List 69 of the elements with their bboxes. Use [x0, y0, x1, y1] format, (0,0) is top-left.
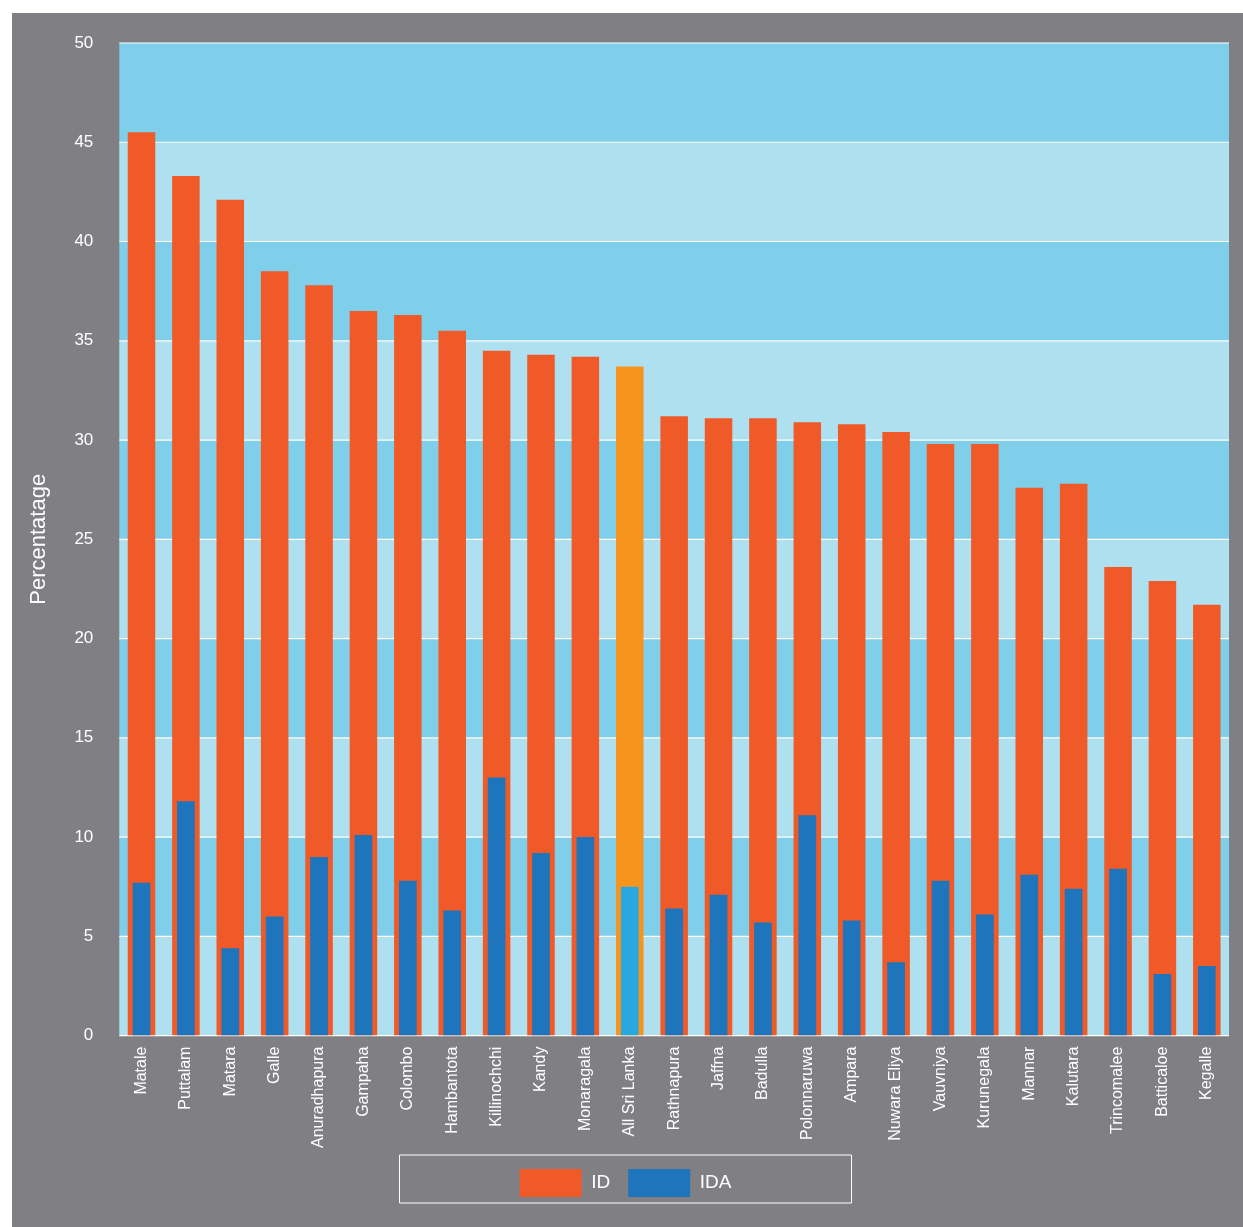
x-tick-label: Vauvniya — [930, 1046, 948, 1112]
bar — [221, 948, 240, 1036]
y-axis-title: Percentatage — [25, 473, 51, 605]
bar — [487, 777, 506, 1036]
bar — [398, 880, 417, 1036]
x-tick-label: Polonnaruwa — [797, 1046, 815, 1140]
y-tick-label: 35 — [74, 330, 94, 350]
x-tick-label: Matara — [220, 1046, 238, 1097]
bar — [265, 916, 284, 1036]
bar — [216, 199, 245, 1036]
x-tick-label: Badulla — [753, 1046, 771, 1100]
bar — [887, 962, 905, 1036]
x-tick-label: Ampara — [842, 1046, 860, 1103]
y-tick-label: 25 — [74, 528, 94, 548]
bar — [798, 815, 817, 1036]
x-tick-label: Colombo — [398, 1046, 416, 1111]
bar — [842, 920, 861, 1036]
x-tick-label: Hambantota — [442, 1046, 460, 1134]
y-tick-label: 10 — [74, 826, 94, 846]
bar — [576, 837, 595, 1036]
bar — [754, 922, 772, 1036]
y-tick-label: 0 — [83, 1025, 94, 1045]
y-tick-label: 15 — [74, 727, 94, 747]
bar — [931, 880, 950, 1036]
x-tick-label: Kurunegala — [975, 1046, 993, 1129]
bar — [665, 908, 684, 1036]
bar — [132, 882, 151, 1036]
bar — [532, 852, 550, 1036]
x-tick-label: Nuwara Eliya — [886, 1046, 904, 1141]
x-tick-label: Anuradhapura — [309, 1046, 327, 1149]
x-tick-label: Mannar — [1019, 1045, 1037, 1101]
x-tick-label: Jaffna — [708, 1046, 726, 1090]
y-tick-label: 30 — [74, 429, 94, 449]
x-tick-label: Monaragala — [575, 1046, 593, 1132]
y-tick-label: 45 — [74, 131, 94, 151]
bar — [1109, 868, 1127, 1036]
bar — [620, 886, 639, 1036]
y-tick-label: 5 — [83, 926, 94, 946]
x-tick-label: Rathnapura — [664, 1046, 682, 1131]
bar — [1197, 966, 1216, 1036]
legend-label: IDA — [699, 1171, 732, 1193]
y-tick-label: 40 — [74, 231, 94, 251]
bar — [1148, 580, 1177, 1036]
bar — [1193, 604, 1221, 1036]
legend-label: ID — [591, 1171, 611, 1193]
y-tick-label: 20 — [74, 628, 94, 648]
bar — [260, 271, 289, 1036]
bar — [354, 835, 373, 1036]
bar — [1064, 888, 1083, 1036]
bar — [882, 432, 910, 1036]
bar — [177, 801, 195, 1036]
x-tick-label: All Sri Lanka — [620, 1046, 638, 1137]
x-tick-label: Gampaha — [353, 1046, 371, 1117]
x-tick-label: Trincomalee — [1108, 1046, 1126, 1135]
x-tick-label: Galle — [265, 1046, 283, 1084]
x-tick-label: Killinochchi — [487, 1046, 505, 1127]
x-tick-label: Kandy — [531, 1046, 549, 1092]
bar — [975, 914, 994, 1036]
x-tick-label: Kegalle — [1197, 1046, 1215, 1100]
bar — [1153, 974, 1172, 1036]
y-tick-label: 50 — [74, 32, 94, 52]
x-tick-label: Puttalam — [176, 1046, 194, 1110]
bar — [1020, 874, 1039, 1036]
x-tick-label: Matale — [131, 1046, 149, 1095]
bar — [310, 856, 328, 1036]
x-tick-label: Batticaloe — [1152, 1046, 1170, 1117]
x-tick-label: Kalutara — [1064, 1046, 1082, 1107]
bar — [709, 894, 728, 1036]
bar — [443, 910, 462, 1036]
